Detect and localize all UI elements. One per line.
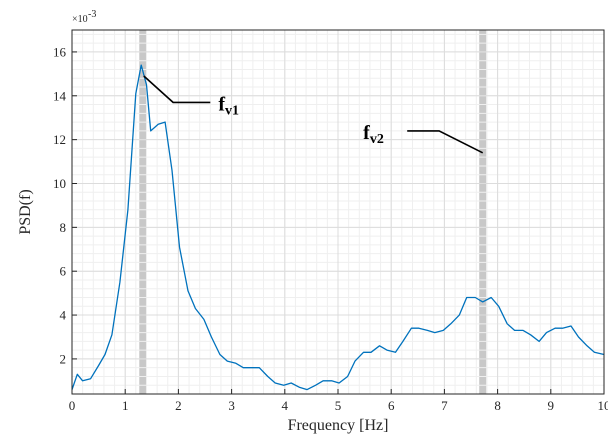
annotation-leader-1 (143, 75, 211, 104)
y-tick-label: 2 (60, 351, 67, 366)
y-axis-label: PSD(f) (17, 189, 34, 234)
annotation-label-2: fv2 (363, 122, 384, 147)
x-tick-label: 3 (228, 398, 235, 413)
y-multiplier-label: ×10 (72, 14, 88, 25)
x-tick-label: 0 (69, 398, 76, 413)
y-tick-label: 14 (53, 88, 67, 103)
x-tick-label: 2 (175, 398, 182, 413)
y-tick-label: 6 (60, 264, 67, 279)
y-tick-label: 10 (53, 176, 66, 191)
x-tick-label: 7 (441, 398, 448, 413)
x-tick-label: 8 (494, 398, 501, 413)
y-tick-label: 12 (53, 132, 66, 147)
y-tick-label: 4 (60, 308, 67, 323)
y-tick-label: 8 (60, 220, 67, 235)
y-tick-label: 16 (53, 44, 67, 59)
annotation-layer: fv1 fv2 (143, 75, 484, 154)
y-multiplier-exponent: -3 (88, 9, 96, 20)
x-tick-label: 6 (388, 398, 395, 413)
x-tick-label: 10 (598, 398, 608, 413)
series-line-1 (71, 64, 605, 391)
series-layer (71, 64, 605, 391)
highlight-band-2 (479, 30, 487, 394)
x-tick-label: 9 (548, 398, 555, 413)
x-axis-label: Frequency [Hz] (288, 417, 389, 434)
x-tick-label: 1 (122, 398, 129, 413)
major-grid (71, 30, 605, 394)
annotation-leader-2 (407, 130, 484, 154)
highlight-band-layer (139, 30, 487, 394)
annotation-label-1: fv1 (218, 93, 239, 118)
x-tick-label: 5 (335, 398, 342, 413)
highlight-band-1 (139, 30, 147, 394)
x-tick-label: 4 (282, 398, 289, 413)
